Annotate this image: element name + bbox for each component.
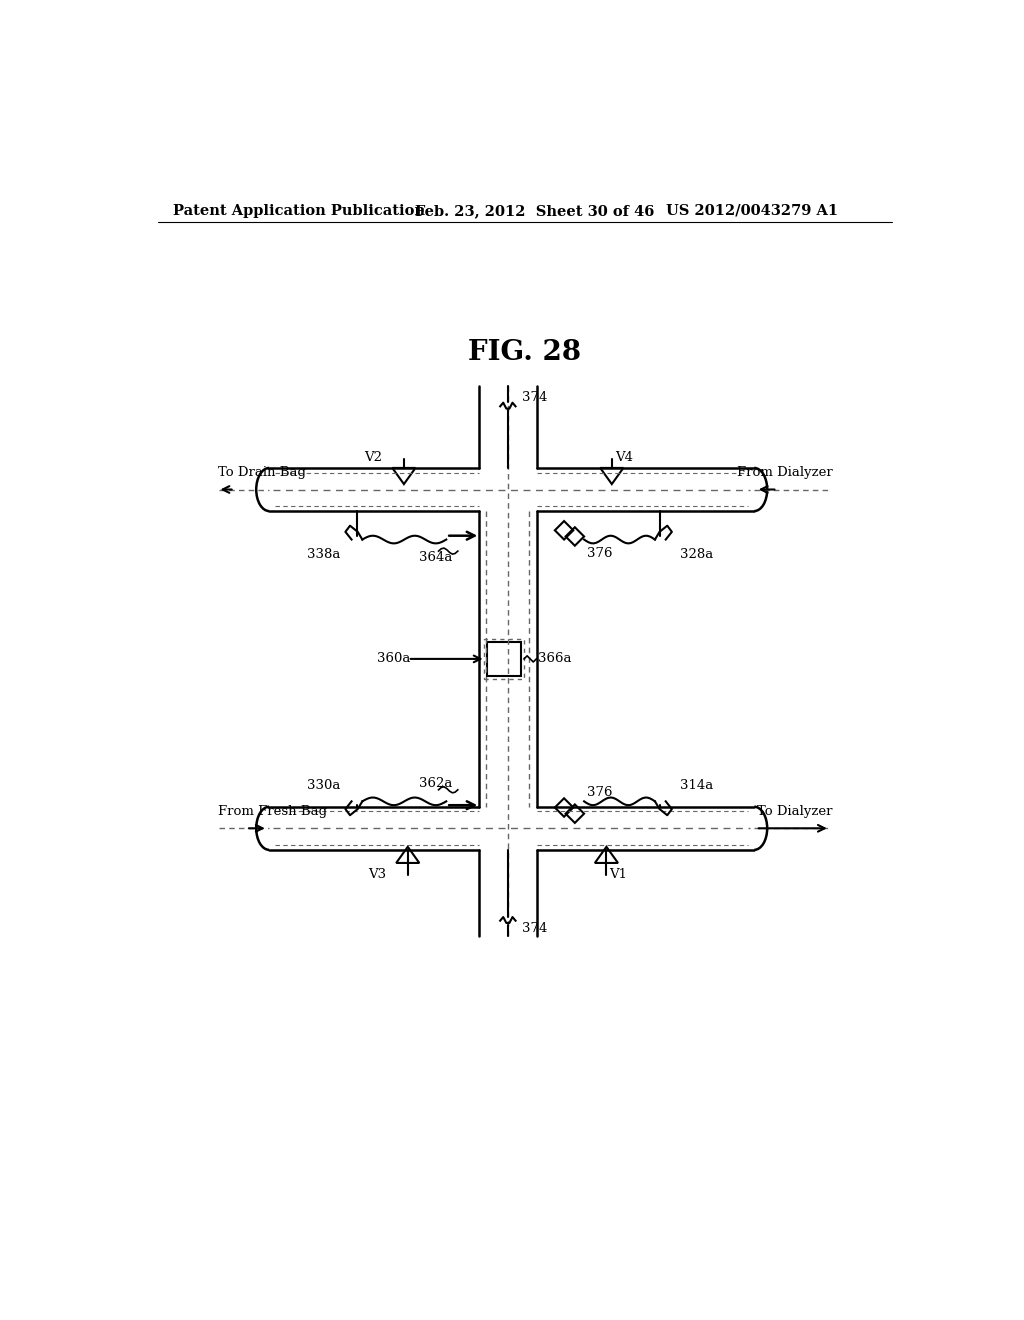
Text: To Drain Bag: To Drain Bag bbox=[217, 466, 305, 479]
Text: To Dialyzer: To Dialyzer bbox=[758, 805, 833, 818]
Text: 338a: 338a bbox=[306, 548, 340, 561]
Text: V4: V4 bbox=[614, 451, 633, 465]
Bar bbox=[484, 639, 524, 678]
Text: 366a: 366a bbox=[538, 652, 571, 665]
Text: FIG. 28: FIG. 28 bbox=[468, 339, 582, 366]
Text: Feb. 23, 2012  Sheet 30 of 46: Feb. 23, 2012 Sheet 30 of 46 bbox=[416, 203, 654, 218]
Text: V2: V2 bbox=[365, 451, 382, 465]
Text: 314a: 314a bbox=[680, 779, 713, 792]
Text: 374: 374 bbox=[521, 921, 547, 935]
Text: 328a: 328a bbox=[680, 548, 713, 561]
Text: 360a: 360a bbox=[377, 652, 411, 665]
Text: From Fresh Bag: From Fresh Bag bbox=[217, 805, 327, 818]
Text: US 2012/0043279 A1: US 2012/0043279 A1 bbox=[666, 203, 838, 218]
Text: 364a: 364a bbox=[419, 550, 453, 564]
Text: 362a: 362a bbox=[419, 777, 453, 791]
Text: 376: 376 bbox=[587, 546, 612, 560]
Text: 374: 374 bbox=[521, 391, 547, 404]
Text: Patent Application Publication: Patent Application Publication bbox=[173, 203, 425, 218]
Text: V1: V1 bbox=[609, 869, 628, 880]
Bar bbox=[487, 642, 521, 676]
Text: From Dialyzer: From Dialyzer bbox=[737, 466, 833, 479]
Text: V3: V3 bbox=[368, 869, 386, 880]
Text: 376: 376 bbox=[587, 785, 612, 799]
Text: 330a: 330a bbox=[306, 779, 340, 792]
